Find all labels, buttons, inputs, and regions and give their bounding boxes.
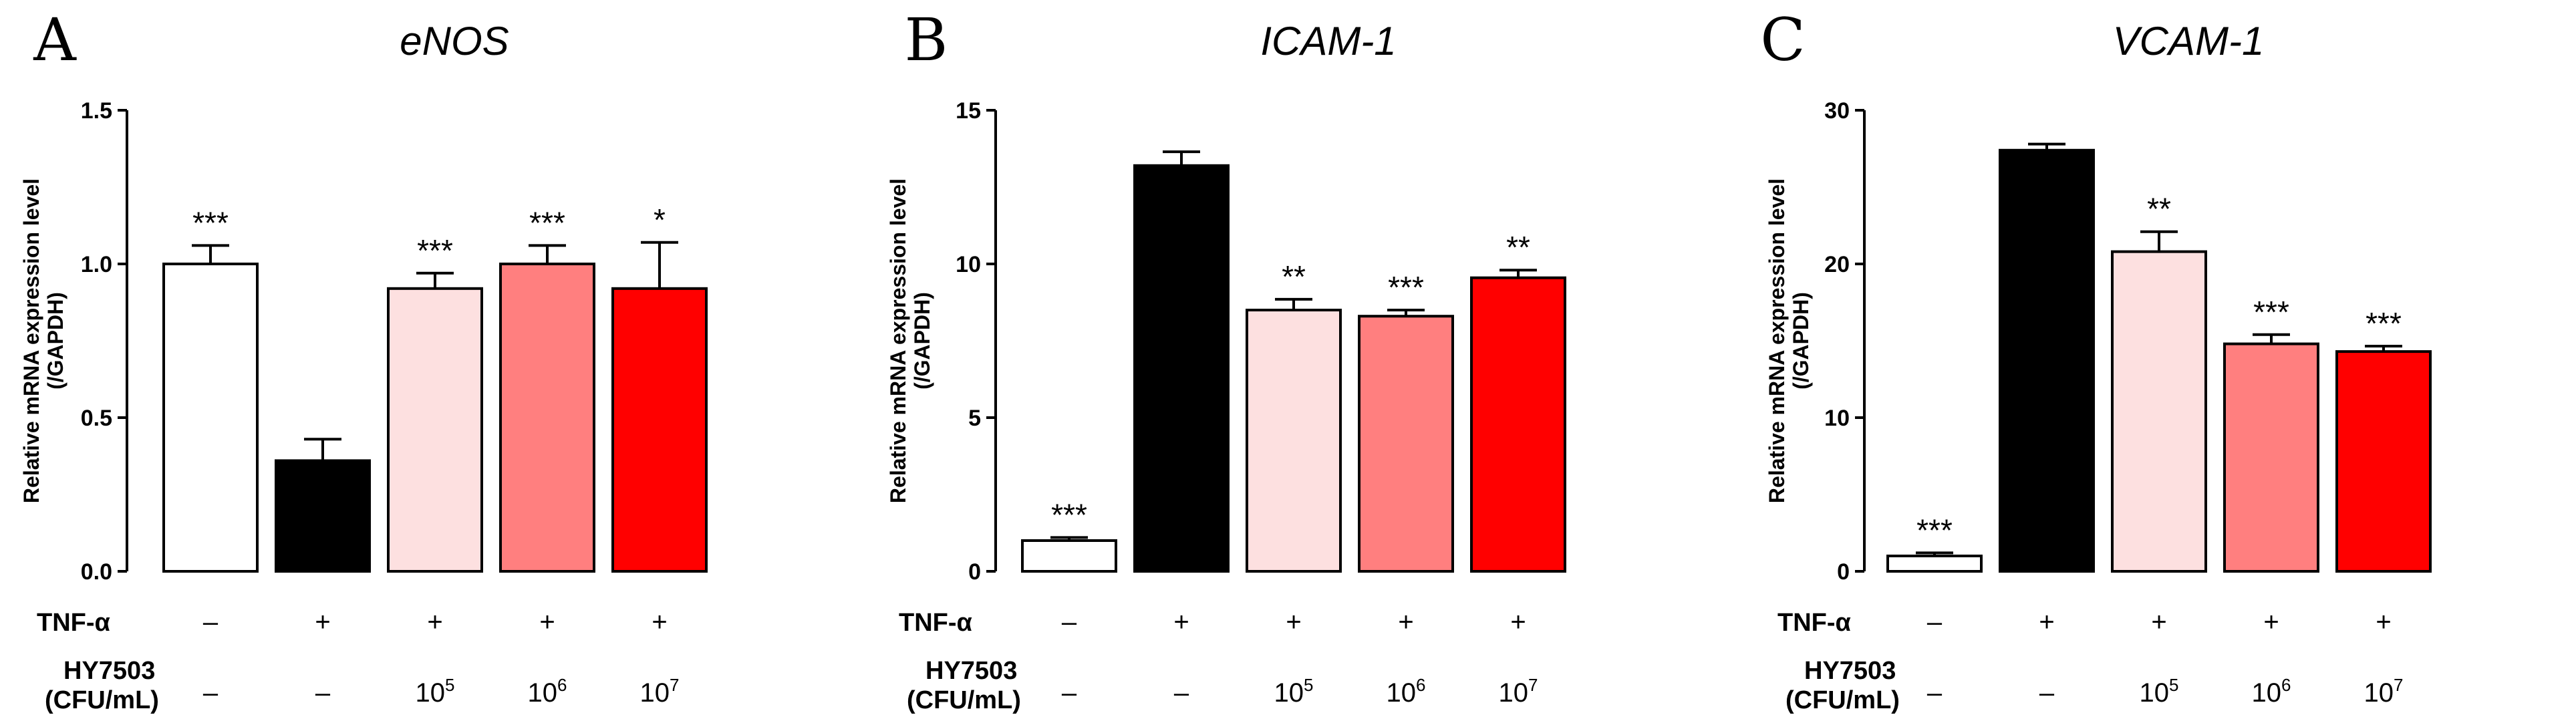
panel-b-significance: ** — [1282, 259, 1306, 294]
panel-a-tnf-value: + — [315, 607, 330, 637]
panel-b-hy-value: 107 — [1499, 675, 1538, 708]
panel-c-bar-1 — [1886, 555, 1983, 573]
panel-c-hy-value: – — [2039, 678, 2055, 708]
panel-a-significance: *** — [192, 205, 229, 240]
panel-b-bar-4 — [1358, 315, 1454, 573]
panel-c-tnf-label: TNF-α — [1777, 609, 1851, 637]
panel-b-y-axis-subtitle: (/GAPDH) — [910, 292, 934, 390]
panel-a-y-tick-label: 1.5 — [81, 98, 112, 124]
panel-b-y-tick-label: 0 — [968, 559, 981, 585]
panel-c-hy-value: – — [1927, 678, 1943, 708]
panel-b-title: ICAM-1 — [1260, 19, 1396, 63]
panel-a-hy-value: – — [315, 678, 331, 708]
panel-b-hy-value: – — [1174, 678, 1189, 708]
panel-a-y-tick-label: 1.0 — [81, 252, 112, 277]
panel-a-significance: * — [654, 202, 666, 237]
panel-a-tnf-value: + — [539, 607, 555, 637]
panel-a-bar-2 — [275, 459, 371, 573]
panel-c-hy-value: 106 — [2252, 675, 2291, 708]
panel-c-tnf-value: + — [2263, 607, 2279, 637]
panel-a-tnf-value: + — [652, 607, 667, 637]
panel-a-hy-value: 106 — [528, 675, 567, 708]
panel-a-title: eNOS — [400, 19, 509, 63]
panel-c-tnf-value: + — [2151, 607, 2166, 637]
panel-c-significance: *** — [2366, 306, 2402, 341]
panel-c-hy-value: 107 — [2364, 675, 2404, 708]
panel-b-bar-5 — [1470, 276, 1566, 573]
panel-b-significance: ** — [1506, 230, 1530, 265]
panel-b-tnf-value: – — [1062, 607, 1077, 637]
panel-a-tnf-label: TNF-α — [37, 609, 110, 637]
panel-a-hy-value: 105 — [416, 675, 455, 708]
panel-b-tnf-label: TNF-α — [899, 609, 972, 637]
panel-c-bar-2 — [1999, 148, 2095, 573]
panel-c-hy-unit: (CFU/mL) — [1785, 686, 1900, 714]
panel-c-y-axis-subtitle: (/GAPDH) — [1789, 292, 1813, 390]
panel-a-hy-unit: (CFU/mL) — [45, 686, 159, 714]
panel-a-tnf-value: – — [203, 607, 219, 637]
panel-b-bar-3 — [1246, 309, 1342, 573]
panel-a-significance: *** — [417, 233, 453, 268]
panel-c-significance: *** — [1916, 513, 1953, 547]
panel-a-bar-1 — [162, 263, 259, 573]
panel-c-y-tick-label: 10 — [1824, 406, 1850, 431]
panel-a-y-axis-subtitle: (/GAPDH) — [43, 292, 67, 390]
panel-b-hy-value: – — [1062, 678, 1077, 708]
panel-a-letter: A — [33, 5, 77, 74]
panel-a-tnf-value: + — [427, 607, 442, 637]
panel-b-tnf-value: + — [1286, 607, 1301, 637]
panel-c-title: VCAM-1 — [2113, 19, 2265, 63]
panel-c-y-axis-title: Relative mRNA expression level — [1765, 178, 1789, 503]
panel-a-hy-value: – — [203, 678, 219, 708]
panel-b-y-tick-label: 10 — [956, 252, 981, 277]
panel-a-hy-value: 107 — [640, 675, 680, 708]
panel-b-bar-1 — [1021, 539, 1117, 573]
panel-a-y-tick-label: 0.5 — [81, 406, 112, 431]
panel-c-hy-label: HY7503 — [1804, 657, 1896, 685]
panel-a-bar-5 — [611, 287, 708, 573]
panel-b-y-axis-title: Relative mRNA expression level — [886, 178, 910, 503]
panel-a-y-tick-label: 0.0 — [81, 559, 112, 585]
panel-a-bar-4 — [499, 263, 595, 573]
panel-b-y-tick-label: 15 — [956, 98, 981, 124]
panel-b-y-tick-label: 5 — [968, 406, 981, 431]
panel-b-significance: *** — [1388, 270, 1424, 305]
panel-c-hy-value: 105 — [2140, 675, 2179, 708]
panel-a-bar-3 — [387, 287, 483, 573]
panel-b-tnf-value: + — [1398, 607, 1413, 637]
panel-b-bar-2 — [1133, 164, 1230, 573]
panel-b-hy-value: 105 — [1274, 675, 1314, 708]
panel-c-y-tick-label: 20 — [1824, 252, 1850, 277]
panel-c-bar-5 — [2335, 350, 2432, 573]
panel-c-tnf-value: + — [2376, 607, 2391, 637]
panel-b-hy-value: 106 — [1387, 675, 1426, 708]
panel-c-significance: *** — [2253, 295, 2289, 329]
panel-c-significance: ** — [2147, 192, 2171, 227]
panel-c-bar-4 — [2223, 342, 2319, 573]
panel-c-tnf-value: – — [1927, 607, 1943, 637]
panel-a-y-axis-title: Relative mRNA expression level — [19, 178, 43, 503]
panel-b-significance: *** — [1051, 497, 1087, 532]
panel-c-y-tick-label: 0 — [1837, 559, 1850, 585]
panel-b-tnf-value: + — [1173, 607, 1189, 637]
panel-a-hy-label: HY7503 — [63, 657, 155, 685]
panel-c-tnf-value: + — [2039, 607, 2054, 637]
panel-c-y-tick-label: 30 — [1824, 98, 1850, 124]
panel-c-bar-3 — [2111, 250, 2207, 573]
panel-b-tnf-value: + — [1510, 607, 1526, 637]
panel-b-hy-unit: (CFU/mL) — [907, 686, 1021, 714]
panel-b-letter: B — [905, 5, 948, 74]
panel-b-hy-label: HY7503 — [925, 657, 1017, 685]
panel-c-letter: C — [1760, 5, 1805, 74]
panel-a-significance: *** — [529, 205, 565, 240]
